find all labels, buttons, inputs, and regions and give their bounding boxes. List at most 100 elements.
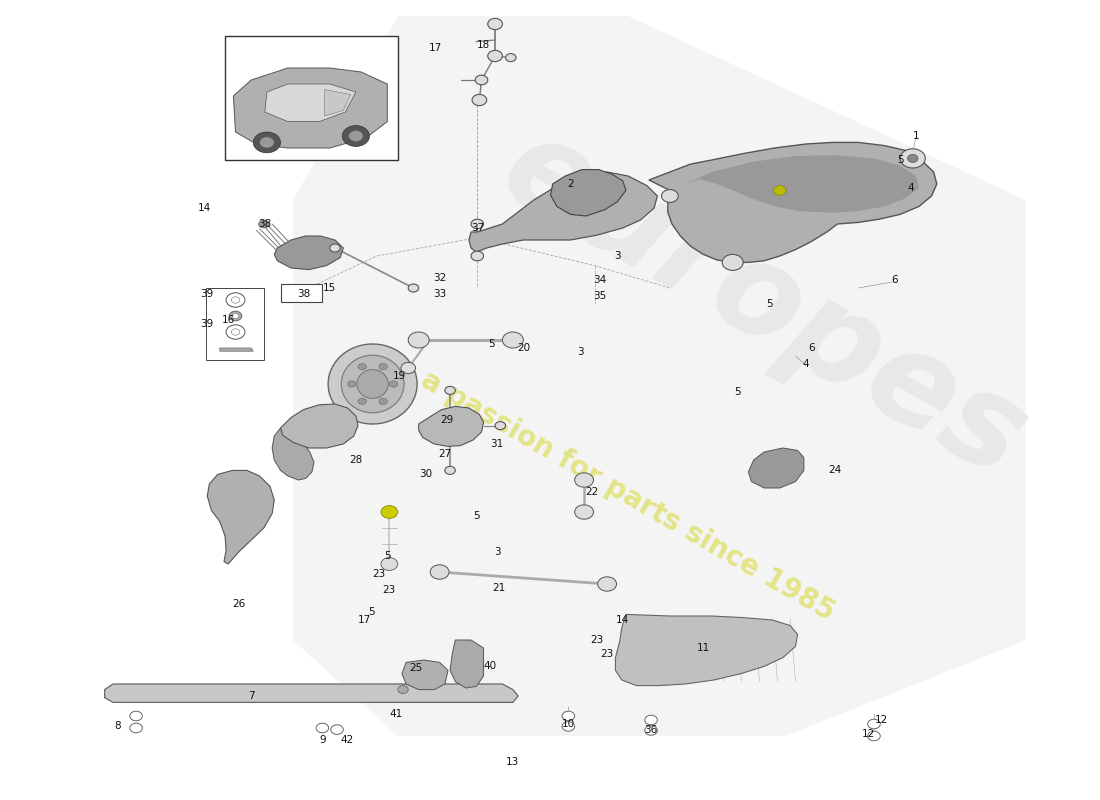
Text: 35: 35	[593, 291, 606, 301]
Text: 16: 16	[221, 315, 234, 325]
Circle shape	[381, 558, 398, 570]
Text: 10: 10	[562, 719, 575, 729]
Circle shape	[495, 422, 506, 430]
Text: 3: 3	[494, 547, 501, 557]
Text: 23: 23	[601, 650, 614, 659]
Circle shape	[574, 473, 594, 487]
Text: 40: 40	[483, 662, 496, 671]
Bar	[226, 36, 398, 160]
Text: 33: 33	[433, 290, 447, 299]
Circle shape	[408, 284, 419, 292]
Text: 15: 15	[323, 283, 337, 293]
Circle shape	[330, 244, 340, 252]
Text: 21: 21	[493, 583, 506, 593]
Polygon shape	[274, 236, 343, 270]
Circle shape	[408, 332, 429, 348]
Text: 38: 38	[258, 219, 272, 229]
Bar	[280, 284, 322, 302]
Circle shape	[130, 723, 142, 733]
Circle shape	[349, 130, 363, 142]
Circle shape	[562, 722, 574, 731]
Circle shape	[645, 715, 658, 725]
Circle shape	[229, 311, 242, 321]
Text: 6: 6	[807, 343, 814, 353]
Bar	[206, 288, 264, 360]
Circle shape	[723, 254, 744, 270]
Circle shape	[661, 190, 679, 202]
Circle shape	[398, 686, 408, 694]
Circle shape	[900, 149, 925, 168]
Polygon shape	[419, 406, 484, 446]
Polygon shape	[469, 172, 658, 252]
Circle shape	[645, 726, 658, 735]
Text: 14: 14	[616, 615, 629, 625]
Text: 9: 9	[319, 735, 326, 745]
Circle shape	[381, 506, 398, 518]
Text: 1: 1	[913, 131, 920, 141]
Circle shape	[574, 505, 594, 519]
Text: 39: 39	[200, 289, 213, 298]
Circle shape	[232, 314, 239, 318]
Text: 6: 6	[892, 275, 899, 285]
Circle shape	[471, 219, 484, 229]
Circle shape	[430, 565, 449, 579]
Circle shape	[503, 332, 524, 348]
Polygon shape	[551, 170, 626, 216]
Polygon shape	[220, 348, 253, 351]
Text: 23: 23	[590, 635, 603, 645]
Text: 12: 12	[862, 730, 876, 739]
Circle shape	[130, 711, 142, 721]
Text: 4: 4	[908, 183, 914, 193]
Circle shape	[597, 577, 616, 591]
Text: 5: 5	[473, 511, 480, 521]
Circle shape	[475, 75, 487, 85]
Text: 5: 5	[368, 607, 375, 617]
Circle shape	[260, 137, 274, 148]
Text: 12: 12	[874, 715, 888, 725]
Text: 34: 34	[593, 275, 606, 285]
Text: 17: 17	[429, 43, 442, 53]
Polygon shape	[402, 660, 448, 690]
Text: 3: 3	[614, 251, 620, 261]
Circle shape	[444, 386, 455, 394]
Polygon shape	[293, 16, 1026, 736]
Text: a passion for parts since 1985: a passion for parts since 1985	[416, 366, 839, 626]
Text: 3: 3	[578, 347, 584, 357]
Text: 28: 28	[350, 455, 363, 465]
Text: 13: 13	[506, 757, 519, 766]
Text: 36: 36	[645, 726, 658, 735]
Polygon shape	[450, 640, 484, 688]
Text: 39: 39	[200, 319, 213, 329]
Text: 5: 5	[384, 551, 390, 561]
Text: europes: europes	[481, 104, 1047, 504]
Polygon shape	[104, 684, 518, 702]
Circle shape	[773, 186, 786, 195]
Text: 42: 42	[341, 735, 354, 745]
Circle shape	[342, 126, 370, 146]
Circle shape	[487, 18, 503, 30]
Circle shape	[227, 325, 245, 339]
Text: 5: 5	[488, 339, 495, 349]
Circle shape	[231, 329, 240, 335]
Polygon shape	[685, 155, 918, 213]
Text: 7: 7	[248, 691, 254, 701]
Polygon shape	[207, 470, 274, 564]
Text: 20: 20	[517, 343, 530, 353]
Text: 22: 22	[585, 487, 598, 497]
Circle shape	[908, 154, 918, 162]
Polygon shape	[233, 68, 387, 148]
Polygon shape	[748, 448, 804, 488]
Ellipse shape	[328, 344, 417, 424]
Text: 18: 18	[477, 40, 491, 50]
Circle shape	[444, 466, 455, 474]
Circle shape	[378, 363, 387, 370]
Text: 31: 31	[491, 439, 504, 449]
Polygon shape	[649, 142, 937, 262]
Text: 30: 30	[419, 470, 432, 479]
Text: 37: 37	[471, 223, 484, 233]
Text: 8: 8	[114, 722, 121, 731]
Circle shape	[562, 711, 574, 721]
Circle shape	[358, 363, 366, 370]
Circle shape	[258, 220, 270, 228]
Ellipse shape	[341, 355, 404, 413]
